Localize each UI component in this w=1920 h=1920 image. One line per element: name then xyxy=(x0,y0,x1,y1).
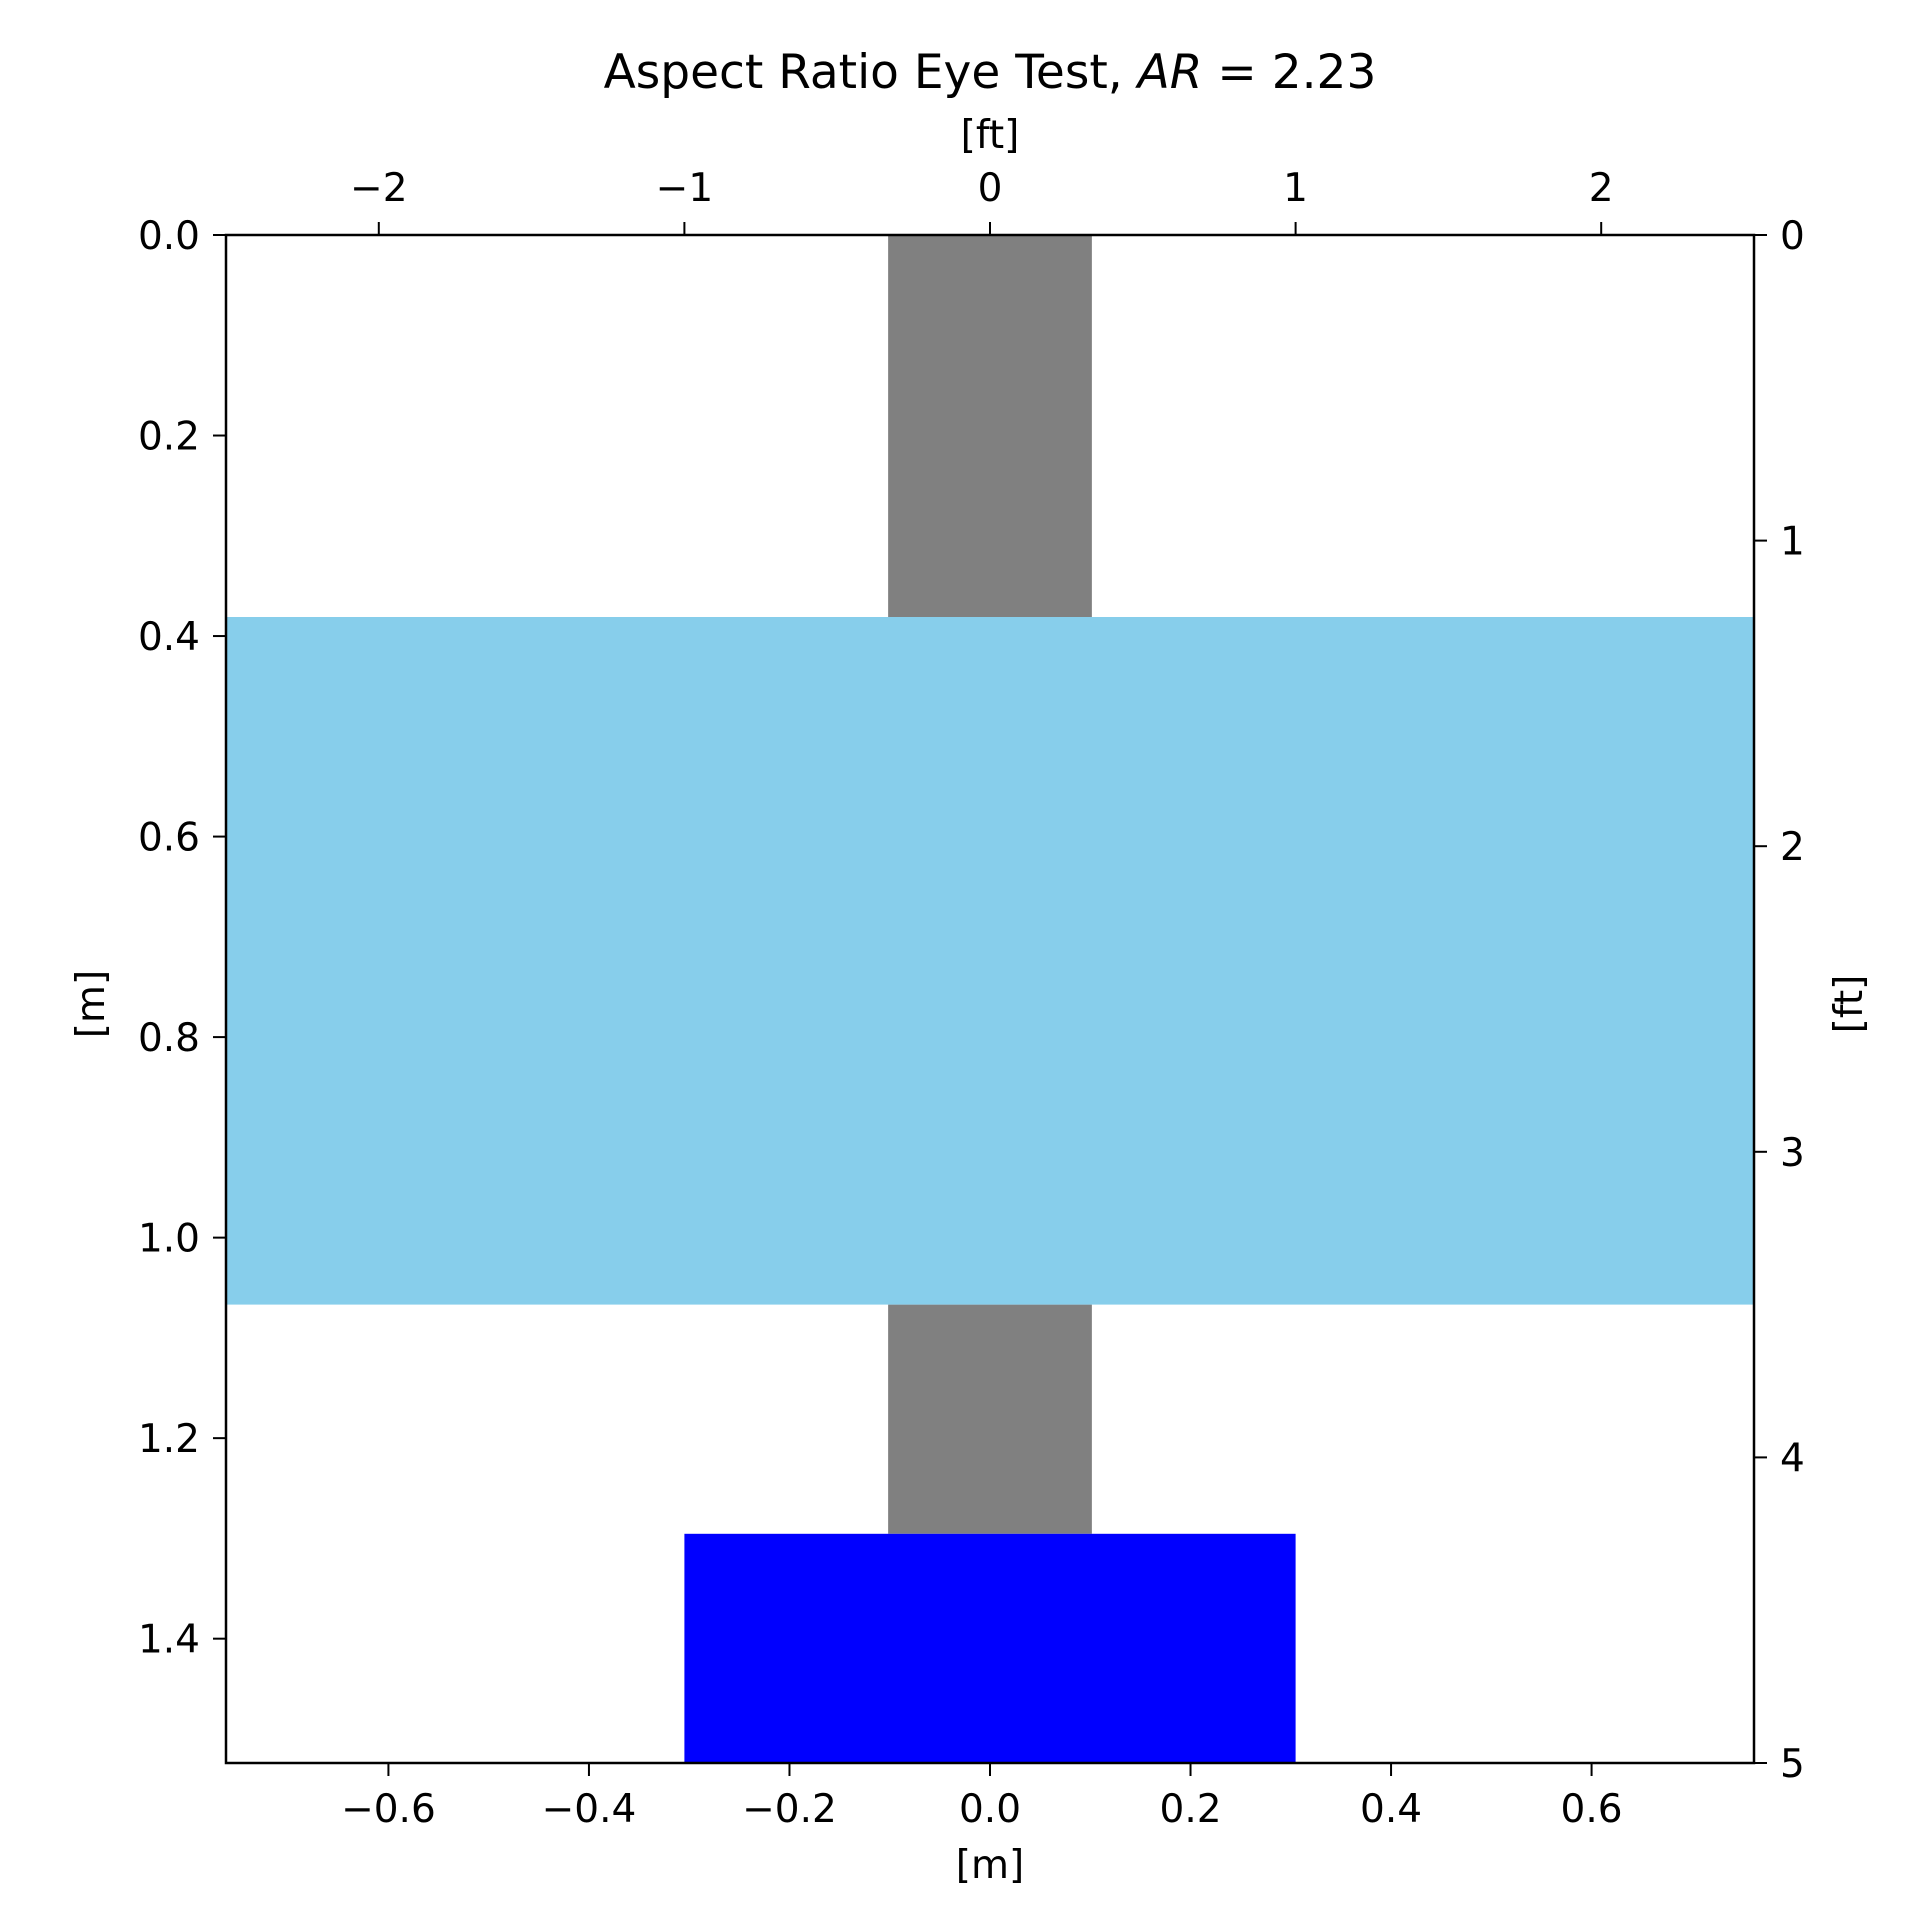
x-tick-label: 0.2 xyxy=(1160,1787,1222,1832)
x-tick-label: 0.0 xyxy=(959,1787,1021,1832)
y-axis-label: [m] xyxy=(69,970,114,1038)
x2-tick-label: −2 xyxy=(350,166,408,211)
x-axis-label: [m] xyxy=(956,1843,1024,1888)
y2-tick-label: 4 xyxy=(1780,1436,1805,1481)
labels-layer: Aspect Ratio Eye Test, AR = 2.23 [m] [ft… xyxy=(69,45,1872,1888)
rect-post-upper xyxy=(888,235,1092,617)
y-tick-label: 0.6 xyxy=(138,816,200,861)
y2-tick-label: 1 xyxy=(1780,520,1805,565)
y2-tick-label: 5 xyxy=(1780,1742,1805,1787)
y-tick-label: 0.8 xyxy=(138,1016,200,1061)
x-tick-label: 0.6 xyxy=(1561,1787,1623,1832)
y-tick-label: 0.0 xyxy=(138,214,200,259)
x-tick-label: −0.4 xyxy=(542,1787,637,1832)
x-tick-label: −0.2 xyxy=(742,1787,837,1832)
y2-tick-label: 0 xyxy=(1780,214,1805,259)
y-tick-label: 1.2 xyxy=(138,1417,200,1462)
rectangles-layer xyxy=(226,235,1754,1763)
rect-post-lower xyxy=(888,1304,1092,1534)
x-tick-label: 0.4 xyxy=(1360,1787,1422,1832)
chart-title: Aspect Ratio Eye Test, AR = 2.23 xyxy=(604,45,1377,100)
x2-tick-label: 0 xyxy=(978,166,1003,211)
y2-tick-label: 3 xyxy=(1780,1131,1805,1176)
y2-axis-label: [ft] xyxy=(1827,975,1872,1034)
y-tick-label: 0.2 xyxy=(138,415,200,460)
x2-tick-label: −1 xyxy=(656,166,714,211)
y2-tick-label: 2 xyxy=(1780,825,1805,870)
y-tick-label: 1.0 xyxy=(138,1217,200,1262)
x2-tick-label: 2 xyxy=(1589,166,1614,211)
x-tick-label: −0.6 xyxy=(341,1787,436,1832)
x2-axis-label: [ft] xyxy=(961,113,1020,158)
rect-sign-panel xyxy=(226,617,1754,1305)
y-tick-label: 0.4 xyxy=(138,615,200,660)
y-tick-label: 1.4 xyxy=(138,1618,200,1663)
axes-layer: −0.6 −0.4 −0.2 0.0 0.2 0.4 0.6 0.0 0.2 0.4 0.6 0.8 1… xyxy=(138,166,1805,1832)
rect-base-block xyxy=(684,1533,1296,1763)
x2-tick-label: 1 xyxy=(1283,166,1308,211)
